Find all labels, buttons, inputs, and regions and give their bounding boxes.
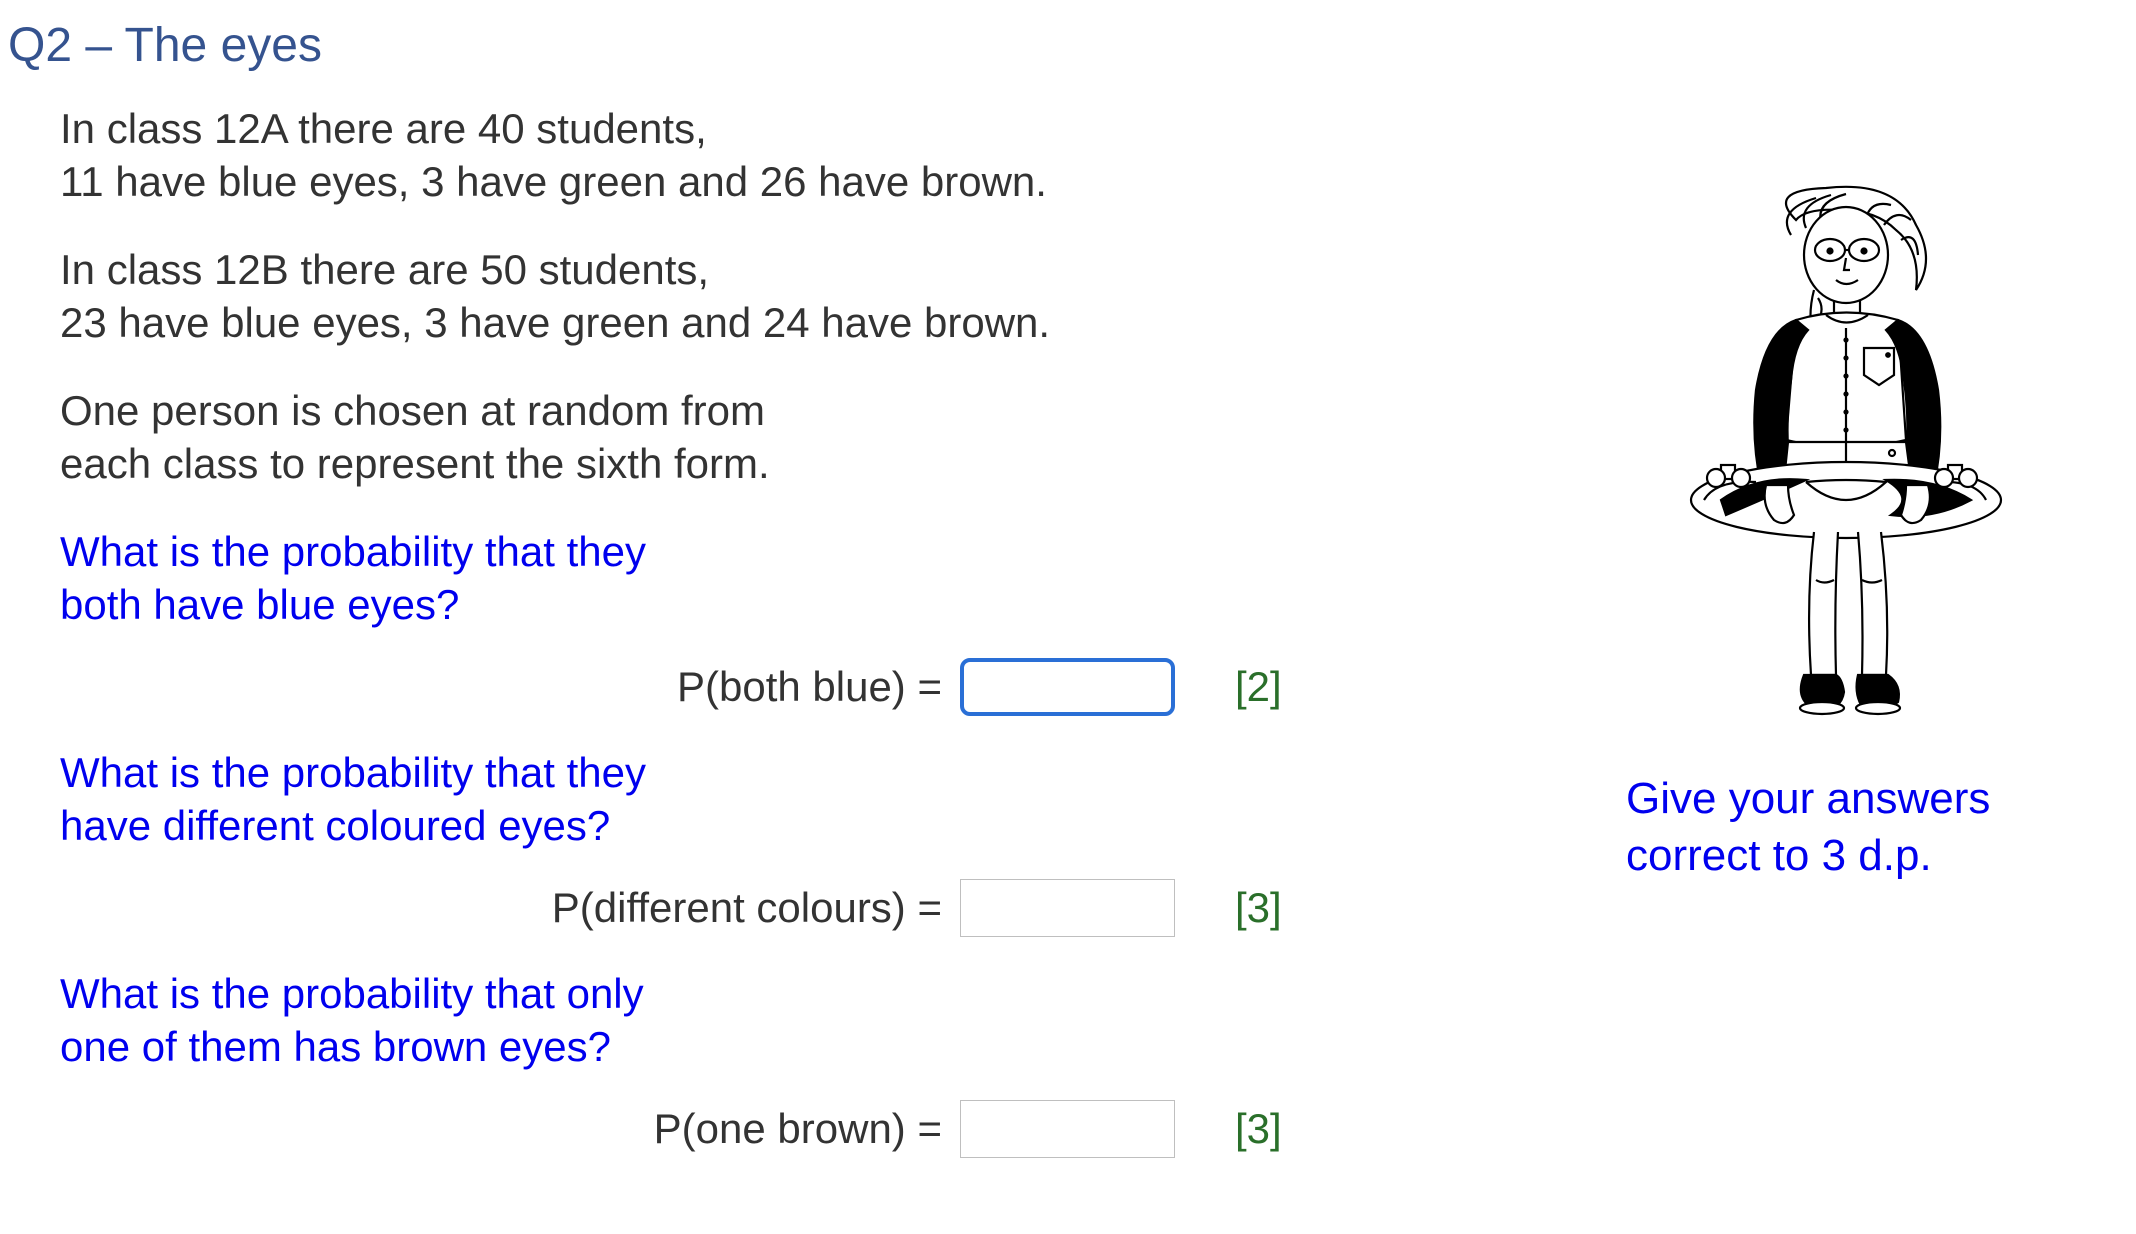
paragraph-2: In class 12B there are 50 students, 23 h… bbox=[60, 244, 1400, 349]
q3-line2: one of them has brown eyes? bbox=[60, 1023, 611, 1070]
question-block-3: What is the probability that only one of… bbox=[60, 968, 1400, 1161]
marks-3: [3] bbox=[1235, 1105, 1282, 1153]
q2-line2: have different coloured eyes? bbox=[60, 802, 610, 849]
question-3-prompt: What is the probability that only one of… bbox=[60, 968, 1400, 1073]
q1-line1: What is the probability that they bbox=[60, 528, 646, 575]
question-block-2: What is the probability that they have d… bbox=[60, 747, 1400, 940]
question-title: Q2 – The eyes bbox=[0, 0, 2136, 73]
paragraph-1: In class 12A there are 40 students, 11 h… bbox=[60, 103, 1400, 208]
question-2-prompt: What is the probability that they have d… bbox=[60, 747, 1400, 852]
answer-input-both-blue[interactable] bbox=[960, 658, 1175, 716]
marks-2: [3] bbox=[1235, 884, 1282, 932]
answer-row-3: P(one brown) = [3] bbox=[60, 1097, 1400, 1161]
content-area: In class 12A there are 40 students, 11 h… bbox=[0, 73, 1400, 1161]
question-1-prompt: What is the probability that they both h… bbox=[60, 526, 1400, 631]
right-panel: Give your answers correct to 3 d.p. bbox=[1586, 180, 2096, 884]
p2-line2: 23 have blue eyes, 3 have green and 24 h… bbox=[60, 299, 1050, 346]
instruction-text: Give your answers correct to 3 d.p. bbox=[1586, 770, 2096, 884]
p3-line2: each class to represent the sixth form. bbox=[60, 440, 770, 487]
marks-1: [2] bbox=[1235, 663, 1282, 711]
q3-line1: What is the probability that only bbox=[60, 970, 644, 1017]
paragraph-3: One person is chosen at random from each… bbox=[60, 385, 1400, 490]
p2-line1: In class 12B there are 50 students, bbox=[60, 246, 709, 293]
answer-label-2: P(different colours) = bbox=[60, 884, 960, 932]
p1-line2: 11 have blue eyes, 3 have green and 26 h… bbox=[60, 158, 1047, 205]
answer-row-2: P(different colours) = [3] bbox=[60, 876, 1400, 940]
instruction-line1: Give your answers bbox=[1626, 774, 1990, 823]
q1-line2: both have blue eyes? bbox=[60, 581, 459, 628]
answer-label-1: P(both blue) = bbox=[60, 663, 960, 711]
answer-input-different-colours[interactable] bbox=[960, 879, 1175, 937]
p3-line1: One person is chosen at random from bbox=[60, 387, 765, 434]
answer-label-3: P(one brown) = bbox=[60, 1105, 960, 1153]
p1-line1: In class 12A there are 40 students, bbox=[60, 105, 707, 152]
question-block-1: What is the probability that they both h… bbox=[60, 526, 1400, 719]
answer-input-one-brown[interactable] bbox=[960, 1100, 1175, 1158]
instruction-line2: correct to 3 d.p. bbox=[1626, 831, 1932, 880]
person-skateboard-illustration bbox=[1666, 180, 2016, 740]
q2-line1: What is the probability that they bbox=[60, 749, 646, 796]
answer-row-1: P(both blue) = [2] bbox=[60, 655, 1400, 719]
